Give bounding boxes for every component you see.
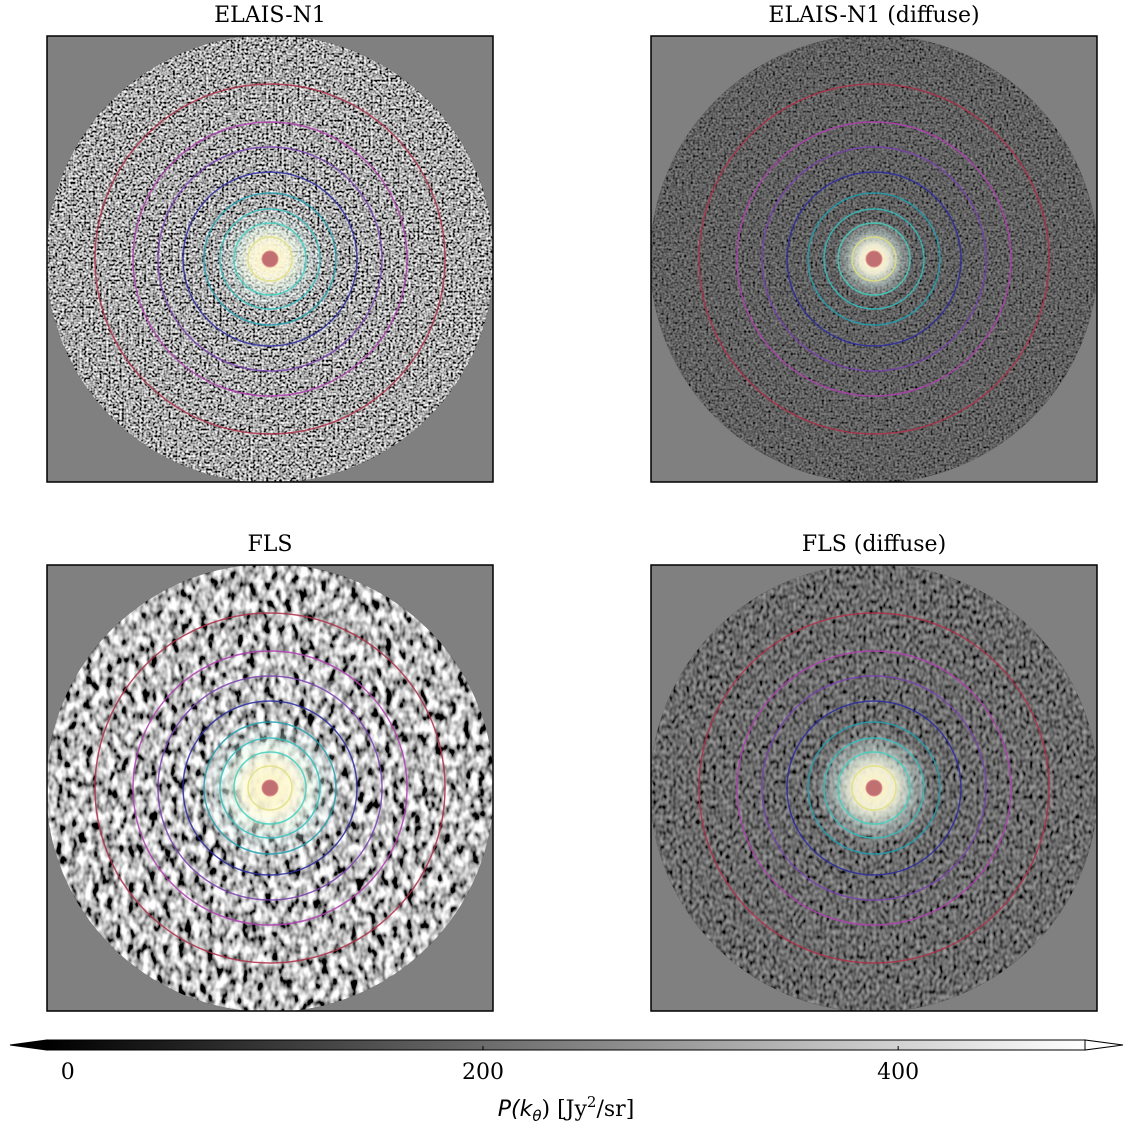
panel-frame [46, 35, 494, 483]
colorbar-tick-label: 400 [877, 1060, 919, 1085]
panel-title: FLS (diffuse) [802, 532, 946, 557]
contour [823, 737, 925, 839]
colorbar-extend-max [1084, 1039, 1124, 1051]
center-dot [865, 250, 883, 268]
contour [157, 146, 383, 372]
panel-title: FLS [248, 532, 293, 557]
panel-frame [46, 564, 494, 1012]
label-part: /sr] [596, 1097, 634, 1122]
panel-image [651, 565, 1097, 1011]
contour [736, 121, 1012, 397]
contour [94, 83, 446, 435]
contour [698, 83, 1050, 435]
contour [247, 236, 293, 282]
label-part: θ [532, 1107, 541, 1125]
contour [247, 765, 293, 811]
contour [851, 765, 897, 811]
colorbar-tick-label: 0 [61, 1060, 75, 1085]
center-dot [261, 779, 279, 797]
contour [698, 612, 1050, 964]
center-dot [261, 250, 279, 268]
contour [233, 222, 307, 296]
center-dot [865, 779, 883, 797]
colorbar [46, 1039, 1086, 1051]
contour [761, 675, 987, 901]
contour [219, 208, 321, 310]
label-part: ) [Jy [542, 1097, 588, 1122]
contour [94, 612, 446, 964]
panel-image [47, 565, 493, 1011]
contour [203, 192, 337, 326]
contour [182, 700, 358, 876]
contour [736, 650, 1012, 926]
contour [807, 192, 941, 326]
label-part: P(k [498, 1097, 534, 1122]
panel-image [651, 36, 1097, 482]
colorbar-tick-label: 200 [462, 1060, 504, 1085]
contour [837, 222, 911, 296]
contour [157, 675, 383, 901]
panel-title: ELAIS-N1 [214, 3, 326, 28]
panel-image [47, 36, 493, 482]
colorbar-label: P(kθ) [Jy2/sr] [498, 1093, 635, 1125]
contour [786, 171, 962, 347]
disk [47, 565, 493, 1011]
contour [851, 236, 897, 282]
contour [761, 146, 987, 372]
contour [203, 721, 337, 855]
contour [233, 751, 307, 825]
contour [132, 121, 408, 397]
panel-frame [650, 564, 1098, 1012]
panel-title: ELAIS-N1 (diffuse) [768, 3, 979, 28]
panel-frame [650, 35, 1098, 483]
contour [132, 650, 408, 926]
contour [182, 171, 358, 347]
contour [807, 721, 941, 855]
contour [786, 700, 962, 876]
contour [219, 737, 321, 839]
contour [823, 208, 925, 310]
contour [837, 751, 911, 825]
colorbar-extend-min [9, 1039, 48, 1051]
label-part: 2 [587, 1093, 597, 1111]
